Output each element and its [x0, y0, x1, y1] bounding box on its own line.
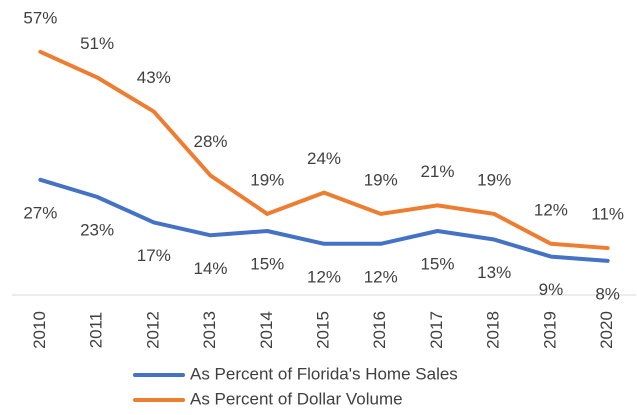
data-label: 8%	[595, 284, 620, 303]
data-label: 19%	[250, 170, 284, 189]
legend-label: As Percent of Dollar Volume	[190, 389, 403, 408]
data-label: 12%	[534, 200, 568, 219]
data-label: 12%	[307, 267, 341, 286]
x-tick-label: 2012	[143, 311, 162, 349]
data-label: 17%	[137, 246, 171, 265]
data-label: 19%	[477, 170, 511, 189]
data-label: 15%	[250, 254, 284, 273]
x-tick-label: 2016	[370, 311, 389, 349]
x-tick-label: 2014	[257, 311, 276, 349]
data-label: 12%	[364, 267, 398, 286]
x-tick-label: 2015	[313, 311, 332, 349]
data-label: 57%	[23, 8, 57, 27]
data-label: 9%	[539, 280, 564, 299]
data-label: 23%	[80, 220, 114, 239]
legend-label: As Percent of Florida's Home Sales	[190, 364, 458, 383]
data-label: 27%	[23, 203, 57, 222]
data-label: 19%	[364, 170, 398, 189]
x-tick-label: 2010	[30, 311, 49, 349]
data-label: 11%	[591, 205, 624, 224]
data-label: 13%	[477, 263, 511, 282]
data-label: 21%	[420, 162, 454, 181]
series-line	[38, 49, 610, 251]
x-tick-label: 2018	[484, 311, 503, 349]
data-label: 14%	[194, 259, 228, 278]
x-tick-label: 2019	[540, 311, 559, 349]
series-line	[38, 177, 610, 263]
data-label: 51%	[80, 34, 114, 53]
data-label: 24%	[307, 149, 341, 168]
data-label: 15%	[420, 254, 454, 273]
data-label: 43%	[137, 68, 171, 87]
x-tick-label: 2011	[87, 312, 106, 349]
x-tick-label: 2020	[597, 311, 616, 349]
x-tick-label: 2017	[427, 311, 446, 349]
x-tick-label: 2013	[200, 311, 219, 349]
data-label: 28%	[194, 132, 228, 151]
